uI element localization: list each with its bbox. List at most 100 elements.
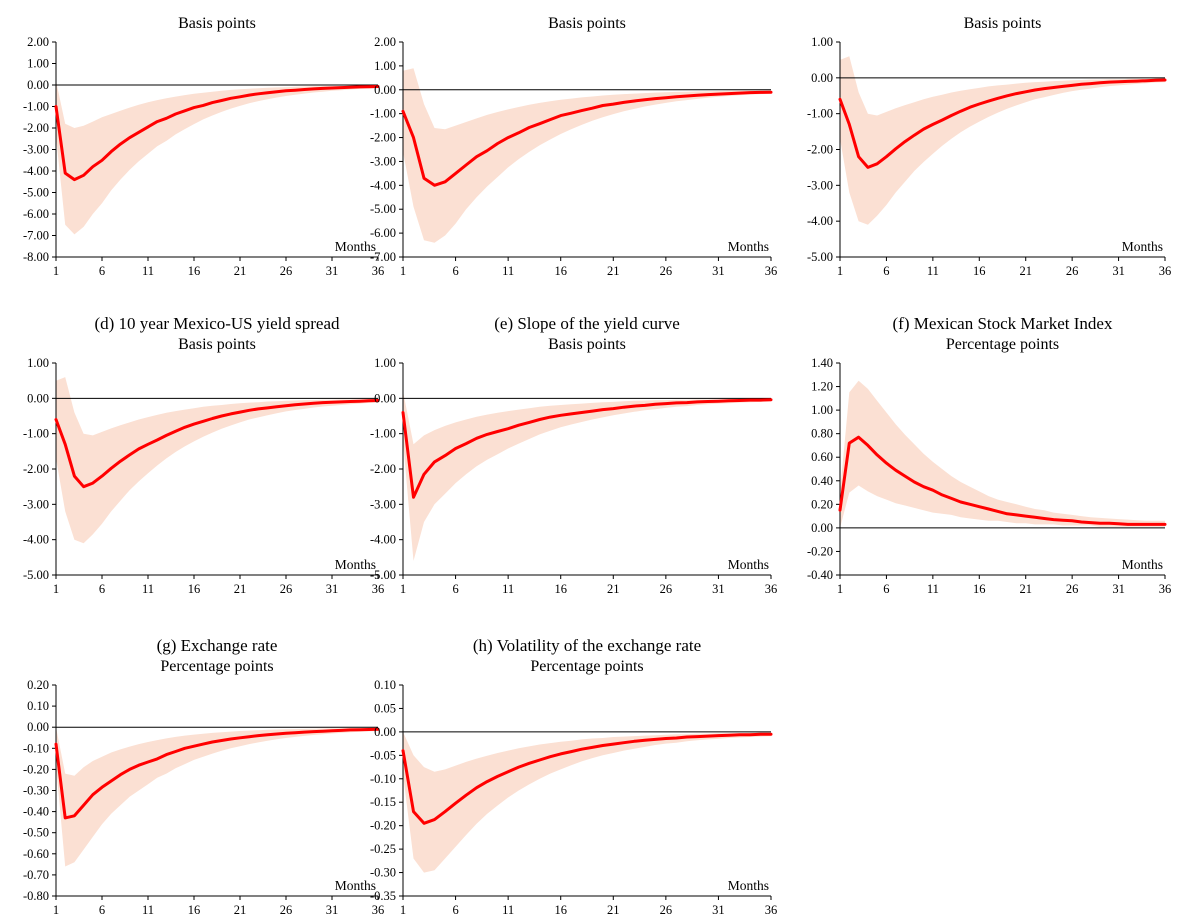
y-tick-label: -0.05 xyxy=(370,748,396,762)
x-tick-label: 21 xyxy=(607,903,620,917)
y-tick-label: 2.00 xyxy=(27,35,49,49)
x-tick-label: 36 xyxy=(1159,264,1172,278)
y-tick-label: 0.00 xyxy=(811,71,833,85)
x-tick-label: 16 xyxy=(188,264,201,278)
y-tick-label: 0.20 xyxy=(27,678,49,692)
x-tick-label: 36 xyxy=(765,264,778,278)
x-tick-label: 26 xyxy=(1066,582,1079,596)
x-tick-label: 21 xyxy=(234,903,247,917)
y-tick-label: 1.00 xyxy=(374,59,396,73)
chart-panel-6: (f) Mexican Stock Market Index Percentage… xyxy=(807,314,1171,596)
y-tick-label: -7.00 xyxy=(370,250,396,264)
x-tick-label: 31 xyxy=(712,264,725,278)
y-tick-label: -7.00 xyxy=(23,229,49,243)
y-tick-label: -0.10 xyxy=(23,741,49,755)
x-tick-label: 1 xyxy=(837,582,843,596)
y-tick-label: 0.00 xyxy=(27,720,49,734)
chart-title: (f) Mexican Stock Market Index xyxy=(893,314,1113,333)
y-tick-label: -1.00 xyxy=(807,107,833,121)
y-tick-label: -1.00 xyxy=(370,107,396,121)
y-tick-label: -1.00 xyxy=(23,427,49,441)
y-tick-label: 1.00 xyxy=(374,356,396,370)
y-tick-label: 0.00 xyxy=(374,725,396,739)
x-tick-label: 1 xyxy=(53,903,59,917)
x-tick-label: 11 xyxy=(502,903,514,917)
x-axis-label: Months xyxy=(335,878,376,893)
y-tick-label: -4.00 xyxy=(370,533,396,547)
x-tick-label: 11 xyxy=(142,903,154,917)
y-tick-label: -0.30 xyxy=(23,784,49,798)
y-tick-label: 0.20 xyxy=(811,497,833,511)
y-tick-label: -5.00 xyxy=(23,186,49,200)
x-tick-label: 21 xyxy=(234,582,247,596)
y-tick-label: -0.50 xyxy=(23,826,49,840)
chart-panel-5: (e) Slope of the yield curve Basis points… xyxy=(370,314,777,596)
y-tick-label: -0.70 xyxy=(23,868,49,882)
y-axis-unit-label: Basis points xyxy=(178,336,256,353)
x-tick-label: 21 xyxy=(607,582,620,596)
chart-panel-2: Basis points 2.00 1.00 0.00 -1.00 -2.00 -3.00 -… xyxy=(370,15,777,278)
x-tick-label: 11 xyxy=(142,582,154,596)
y-tick-label: 0.00 xyxy=(27,78,49,92)
x-tick-label: 1 xyxy=(400,264,406,278)
x-tick-label: 31 xyxy=(326,582,339,596)
y-tick-label: -2.00 xyxy=(23,121,49,135)
y-tick-label: 1.20 xyxy=(811,380,833,394)
x-tick-label: 31 xyxy=(1112,582,1125,596)
x-tick-label: 11 xyxy=(927,264,939,278)
confidence-band xyxy=(403,391,771,561)
x-tick-label: 6 xyxy=(452,582,458,596)
y-tick-label: 2.00 xyxy=(374,35,396,49)
y-tick-label: 0.60 xyxy=(811,450,833,464)
x-tick-label: 16 xyxy=(554,903,567,917)
x-tick-label: 31 xyxy=(326,264,339,278)
x-tick-label: 26 xyxy=(280,903,293,917)
response-line xyxy=(838,435,1167,526)
x-tick-label: 1 xyxy=(400,582,406,596)
x-tick-label: 6 xyxy=(99,903,105,917)
chart-title: (e) Slope of the yield curve xyxy=(494,314,680,333)
y-tick-label: -0.15 xyxy=(370,795,396,809)
y-tick-label: 1.00 xyxy=(811,35,833,49)
x-tick-label: 21 xyxy=(607,264,620,278)
y-tick-label: -0.40 xyxy=(807,568,833,582)
y-tick-label: -4.00 xyxy=(23,533,49,547)
x-tick-label: 16 xyxy=(973,264,986,278)
y-tick-label: -5.00 xyxy=(807,250,833,264)
y-axis-unit-label: Percentage points xyxy=(160,658,273,675)
x-tick-label: 31 xyxy=(712,582,725,596)
y-axis-unit-label: Basis points xyxy=(548,336,626,353)
x-tick-label: 6 xyxy=(99,582,105,596)
x-axis-label: Months xyxy=(1122,557,1163,572)
x-tick-label: 26 xyxy=(1066,264,1079,278)
confidence-band xyxy=(56,727,378,867)
y-tick-label: -3.00 xyxy=(807,178,833,192)
y-axis-unit-label: Basis points xyxy=(548,15,626,32)
y-tick-label: -8.00 xyxy=(23,250,49,264)
x-tick-label: 31 xyxy=(712,903,725,917)
response-line xyxy=(401,732,773,825)
chart-panel-4: (d) 10 year Mexico-US yield spread Basis … xyxy=(23,314,384,596)
x-axis-label: Months xyxy=(728,878,769,893)
x-tick-label: 1 xyxy=(53,264,59,278)
confidence-band xyxy=(840,380,1165,528)
response-line xyxy=(401,90,773,187)
response-line xyxy=(54,399,380,489)
y-tick-label: -0.80 xyxy=(23,889,49,903)
y-tick-label: 1.40 xyxy=(811,356,833,370)
chart-title: (g) Exchange rate xyxy=(157,636,278,655)
x-tick-label: 36 xyxy=(372,582,385,596)
y-tick-label: -2.00 xyxy=(807,143,833,157)
y-tick-label: 0.10 xyxy=(27,699,49,713)
y-tick-label: 0.80 xyxy=(811,427,833,441)
x-tick-label: 21 xyxy=(1019,582,1032,596)
y-tick-label: 0.00 xyxy=(374,83,396,97)
y-tick-label: -2.00 xyxy=(23,462,49,476)
y-tick-label: -5.00 xyxy=(370,202,396,216)
y-tick-label: -4.00 xyxy=(370,178,396,192)
y-axis-unit-label: Percentage points xyxy=(530,658,643,675)
y-tick-label: -3.00 xyxy=(23,497,49,511)
x-tick-label: 16 xyxy=(188,903,201,917)
y-axis-unit-label: Basis points xyxy=(964,15,1042,32)
y-tick-label: -0.30 xyxy=(370,866,396,880)
